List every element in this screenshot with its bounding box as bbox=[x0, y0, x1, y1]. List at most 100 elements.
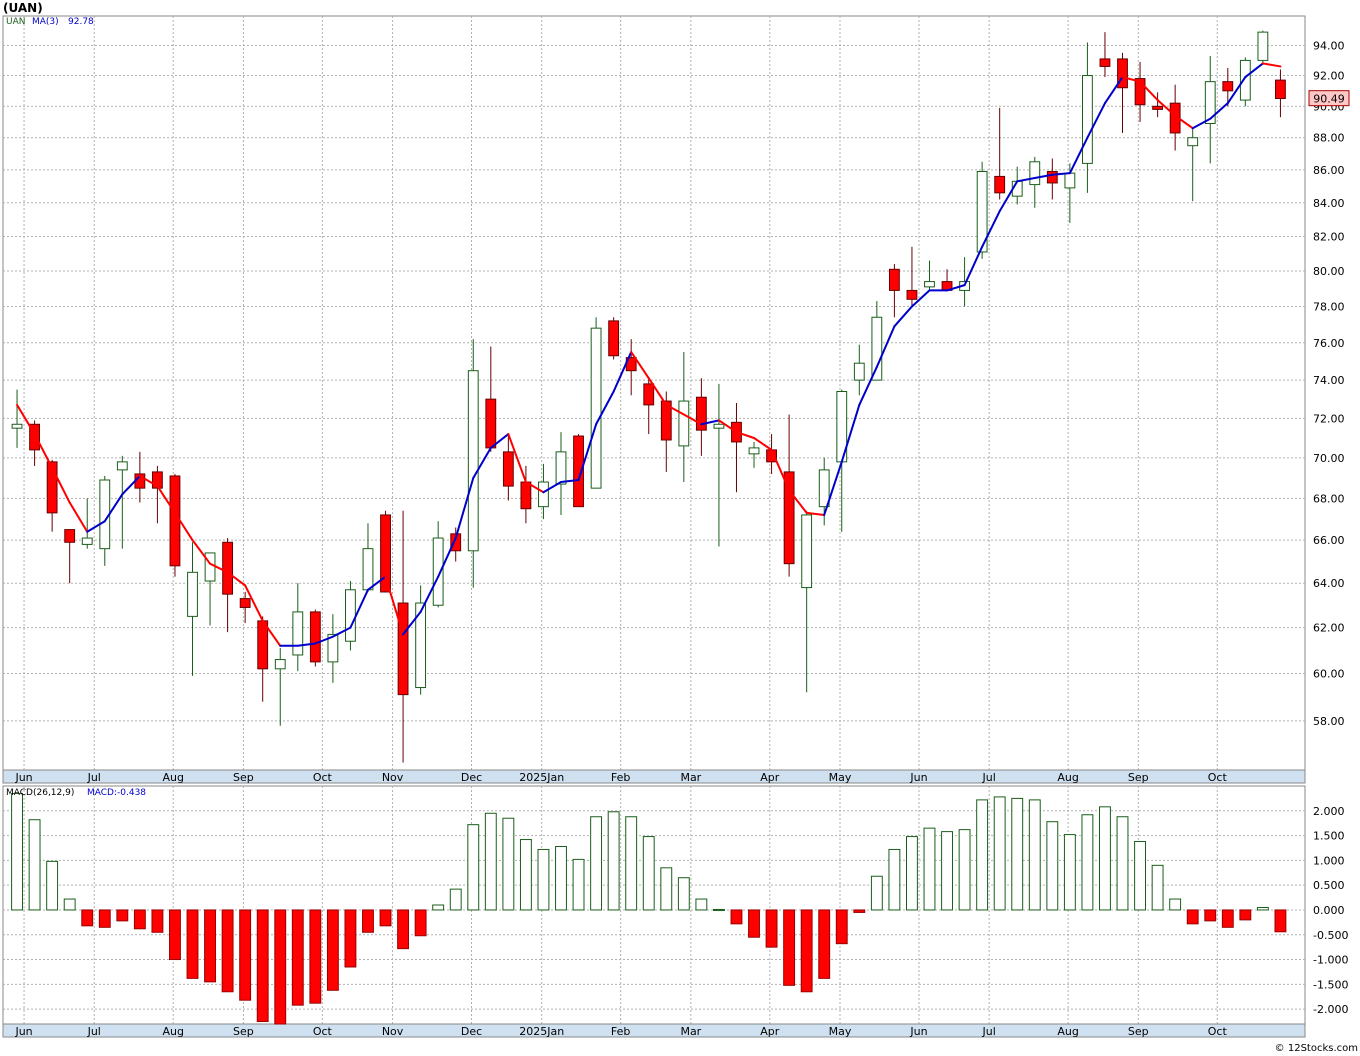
candle-body-down bbox=[309, 611, 321, 663]
month-label: Sep bbox=[1128, 771, 1149, 784]
macd-bar-positive bbox=[1046, 821, 1059, 911]
month-label: Mar bbox=[680, 771, 701, 784]
candle-body-down bbox=[906, 289, 918, 300]
price-tick-label: 94.00 bbox=[1313, 39, 1345, 52]
ma-segment bbox=[156, 485, 176, 514]
price-tick-label: 60.00 bbox=[1313, 667, 1345, 680]
price-tick-label: 68.00 bbox=[1313, 492, 1345, 505]
candle-body-down bbox=[994, 175, 1006, 194]
macd-bar-positive bbox=[1081, 814, 1094, 911]
ma-segment bbox=[437, 537, 457, 578]
macd-bar-negative bbox=[818, 909, 831, 979]
price-month-axis bbox=[2, 769, 1306, 784]
macd-bar-negative bbox=[274, 909, 287, 1025]
ma-segment bbox=[630, 351, 650, 380]
ma-segment bbox=[981, 210, 1001, 248]
candle-body-down bbox=[152, 471, 163, 489]
month-label: Aug bbox=[1057, 1025, 1078, 1038]
ma-segment bbox=[560, 479, 580, 484]
candle-body-up bbox=[467, 370, 479, 552]
candle-body-down bbox=[169, 475, 181, 567]
candle-body-up bbox=[292, 611, 304, 656]
month-label: Sep bbox=[233, 1025, 254, 1038]
macd-bar-positive bbox=[519, 839, 532, 911]
candle-body-up bbox=[1082, 75, 1093, 164]
ma-segment bbox=[331, 626, 352, 638]
candle-body-down bbox=[257, 620, 269, 670]
macd-bar-negative bbox=[291, 909, 304, 1006]
candle-body-down bbox=[695, 396, 707, 431]
ma-segment bbox=[963, 245, 984, 287]
macd-bar-negative bbox=[151, 909, 164, 933]
candle-body-down bbox=[64, 529, 76, 543]
macd-bar-positive bbox=[625, 816, 638, 911]
macd-bar-negative bbox=[379, 909, 392, 927]
month-label: Feb bbox=[611, 1025, 630, 1038]
month-label: Nov bbox=[382, 771, 404, 784]
macd-bar-negative bbox=[1204, 909, 1217, 922]
macd-bar-positive bbox=[941, 831, 953, 911]
macd-bar-positive bbox=[607, 811, 620, 911]
candle-body-down bbox=[1152, 105, 1164, 110]
ma-segment bbox=[823, 460, 843, 516]
macd-bar-positive bbox=[993, 796, 1006, 911]
candle-body-up bbox=[1064, 172, 1076, 189]
candle-body-up bbox=[345, 589, 356, 642]
candle-body-up bbox=[818, 469, 830, 508]
price-tick-label: 70.00 bbox=[1313, 452, 1345, 465]
candle-body-down bbox=[608, 320, 620, 357]
ma-segment bbox=[788, 489, 808, 514]
month-label: Jul bbox=[87, 771, 101, 784]
ma-segment bbox=[121, 474, 141, 496]
macd-bar-negative bbox=[81, 909, 94, 927]
month-label: Dec bbox=[461, 1025, 482, 1038]
ma-segment bbox=[875, 325, 896, 368]
candle-body-down bbox=[660, 400, 672, 441]
ma-segment bbox=[858, 365, 878, 406]
candle-body-down bbox=[1046, 171, 1058, 184]
price-tick-label: 74.00 bbox=[1313, 374, 1345, 387]
ma-segment bbox=[16, 403, 36, 436]
month-label: Dec bbox=[461, 771, 482, 784]
ma-segment bbox=[1139, 80, 1159, 102]
candle-body-up bbox=[748, 447, 760, 455]
macd-bar-positive bbox=[1116, 816, 1129, 911]
ma-segment bbox=[1174, 114, 1194, 130]
ma-segment bbox=[1103, 76, 1124, 105]
month-label: Nov bbox=[382, 1025, 404, 1038]
legend-symbol: UAN bbox=[6, 17, 25, 27]
last-price-label: 90.49 bbox=[1313, 93, 1345, 106]
candle-body-up bbox=[853, 362, 865, 381]
ma-segment bbox=[805, 511, 826, 516]
ma-segment bbox=[753, 437, 773, 451]
candle-body-up bbox=[555, 451, 567, 485]
macd-bar-negative bbox=[800, 909, 813, 993]
candle-body-up bbox=[11, 423, 23, 429]
ma-segment bbox=[893, 305, 913, 328]
macd-tick-label: 1.500 bbox=[1313, 830, 1345, 843]
ma-segment bbox=[419, 575, 440, 613]
ma-segment bbox=[51, 466, 71, 504]
month-label: Aug bbox=[162, 771, 183, 784]
ma-segment bbox=[472, 446, 492, 479]
month-label: Jun bbox=[14, 1025, 32, 1038]
month-label: Oct bbox=[1208, 1025, 1228, 1038]
candle-body-up bbox=[1204, 81, 1216, 124]
ma-segment bbox=[1261, 62, 1282, 68]
month-label: Feb bbox=[611, 771, 630, 784]
month-label: May bbox=[829, 1025, 852, 1038]
macd-bar-negative bbox=[326, 909, 339, 991]
price-tick-label: 80.00 bbox=[1313, 265, 1345, 278]
candle-body-up bbox=[678, 400, 690, 447]
candle-body-up bbox=[590, 327, 602, 489]
month-label: Jul bbox=[982, 1025, 996, 1038]
price-tick-label: 78.00 bbox=[1313, 300, 1345, 313]
candle-body-up bbox=[362, 548, 374, 591]
candle-body-up bbox=[274, 659, 286, 670]
macd-bar-positive bbox=[1256, 906, 1269, 911]
candle-body-up bbox=[1187, 137, 1199, 147]
ma-segment bbox=[1051, 172, 1071, 176]
macd-bar-negative bbox=[397, 909, 410, 950]
price-tick-label: 88.00 bbox=[1313, 132, 1345, 145]
candle-body-down bbox=[450, 533, 462, 552]
